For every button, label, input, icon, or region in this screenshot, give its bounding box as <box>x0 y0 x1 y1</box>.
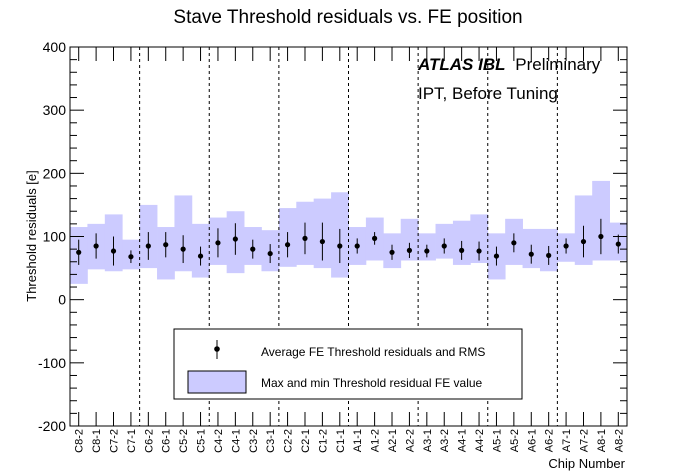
minmax-band <box>174 195 193 272</box>
legend-swatch-band <box>187 370 247 394</box>
x-tick-label: A5-2 <box>509 429 521 452</box>
data-point <box>180 246 186 252</box>
y-tick-label: 200 <box>43 165 67 181</box>
y-axis: -200 -100 0 100 200 300 400 <box>38 39 627 434</box>
data-point <box>354 243 360 249</box>
x-tick-label: C1-1 <box>335 429 347 453</box>
x-tick-label: A5-1 <box>491 429 503 452</box>
data-point <box>76 249 82 255</box>
x-tick-label: C7-1 <box>126 429 138 453</box>
x-tick-label: A3-2 <box>439 429 451 452</box>
data-point <box>302 235 308 241</box>
atlas-ibl-text: ATLAS IBL <box>417 55 506 74</box>
data-point <box>267 250 273 257</box>
x-tick-label: C3-1 <box>265 429 277 453</box>
x-tick-label: C6-1 <box>161 429 173 453</box>
data-point <box>197 253 204 259</box>
tuning-state-label: IPT, Before Tuning <box>418 84 558 103</box>
x-tick-label: C2-2 <box>283 429 295 453</box>
x-tick-label: A6-1 <box>526 429 538 452</box>
x-tick-label: A6-2 <box>544 429 556 452</box>
x-tick-label: A2-2 <box>404 429 416 452</box>
minmax-band <box>400 218 419 261</box>
legend: Average FE Threshold residuals and RMS M… <box>173 328 523 400</box>
x-tick-label: C5-2 <box>178 429 190 453</box>
x-axis-label: Chip Number <box>548 456 625 471</box>
x-tick-label: A3-1 <box>422 429 434 452</box>
minmax-band <box>470 214 489 264</box>
atlas-label: ATLAS IBL Preliminary IPT, Before Tuning <box>417 55 601 103</box>
x-tick-label: C5-1 <box>196 429 208 453</box>
data-point <box>232 236 238 242</box>
y-tick-label: 400 <box>43 39 67 55</box>
x-tick-label: A7-2 <box>578 429 590 452</box>
x-tick-label: C7-2 <box>109 429 121 453</box>
x-tick-label: C4-1 <box>230 429 242 453</box>
preliminary-text: Preliminary <box>515 55 601 74</box>
data-point <box>145 243 151 249</box>
minmax-band-group <box>70 180 628 284</box>
x-tick-label: C8-2 <box>74 429 86 453</box>
data-point <box>615 241 621 247</box>
data-point <box>372 235 378 241</box>
data-point <box>128 254 134 260</box>
data-point <box>250 246 256 252</box>
data-point <box>563 243 569 249</box>
x-tick-label: A8-1 <box>596 429 608 452</box>
data-point <box>389 249 395 255</box>
x-tick-label: A7-1 <box>561 429 573 452</box>
data-point <box>511 240 517 246</box>
x-tick-label: A1-1 <box>352 429 364 452</box>
data-point <box>580 238 587 245</box>
data-point <box>459 247 465 253</box>
data-point <box>406 247 413 253</box>
x-tick-label: C8-1 <box>91 429 103 453</box>
x-tick-label: A4-2 <box>474 429 486 452</box>
x-tick-label: C1-2 <box>317 429 329 453</box>
data-point <box>441 243 447 249</box>
x-tick-label: C3-2 <box>248 429 260 453</box>
data-point <box>598 233 604 240</box>
x-tick-label: C2-1 <box>300 429 312 453</box>
svg-text:ATLAS IBL Preliminary: ATLAS IBL Preliminary <box>417 55 601 74</box>
y-tick-label: -100 <box>38 355 66 371</box>
x-tick-label: C4-2 <box>213 429 225 453</box>
data-point <box>424 248 430 254</box>
chart-title: Stave Threshold residuals vs. FE positio… <box>173 7 522 28</box>
data-point <box>528 251 534 257</box>
legend-marker-point <box>214 346 220 352</box>
legend-label-average: Average FE Threshold residuals and RMS <box>261 345 485 359</box>
legend-label-band: Max and min Threshold residual FE value <box>261 376 483 390</box>
y-axis-label: Threshold residuals [e] <box>24 170 39 302</box>
data-point <box>284 242 291 248</box>
x-tick-label: C6-2 <box>143 429 155 453</box>
x-tick-label: A8-2 <box>613 429 625 452</box>
x-tick-label: A4-1 <box>457 429 469 452</box>
y-tick-label: 0 <box>58 292 66 308</box>
data-point <box>546 252 552 259</box>
data-point <box>476 248 482 254</box>
data-point <box>337 243 343 249</box>
y-tick-label: -200 <box>38 418 66 434</box>
data-point <box>493 253 500 259</box>
y-tick-label: 300 <box>43 102 67 118</box>
x-tick-label: A2-1 <box>387 429 399 452</box>
y-tick-label: 100 <box>43 229 67 245</box>
x-tick-label: A1-2 <box>370 429 382 452</box>
data-point <box>163 242 169 248</box>
data-point <box>110 248 117 254</box>
data-point <box>215 240 221 246</box>
data-point-group <box>76 218 621 266</box>
data-point <box>93 243 99 249</box>
data-point <box>319 238 325 245</box>
x-axis: C8-2 C8-1 C7-2 C7-1 C6-2 C6-1 C5-2 C5-1 C4-2 C4-1… <box>74 47 625 453</box>
